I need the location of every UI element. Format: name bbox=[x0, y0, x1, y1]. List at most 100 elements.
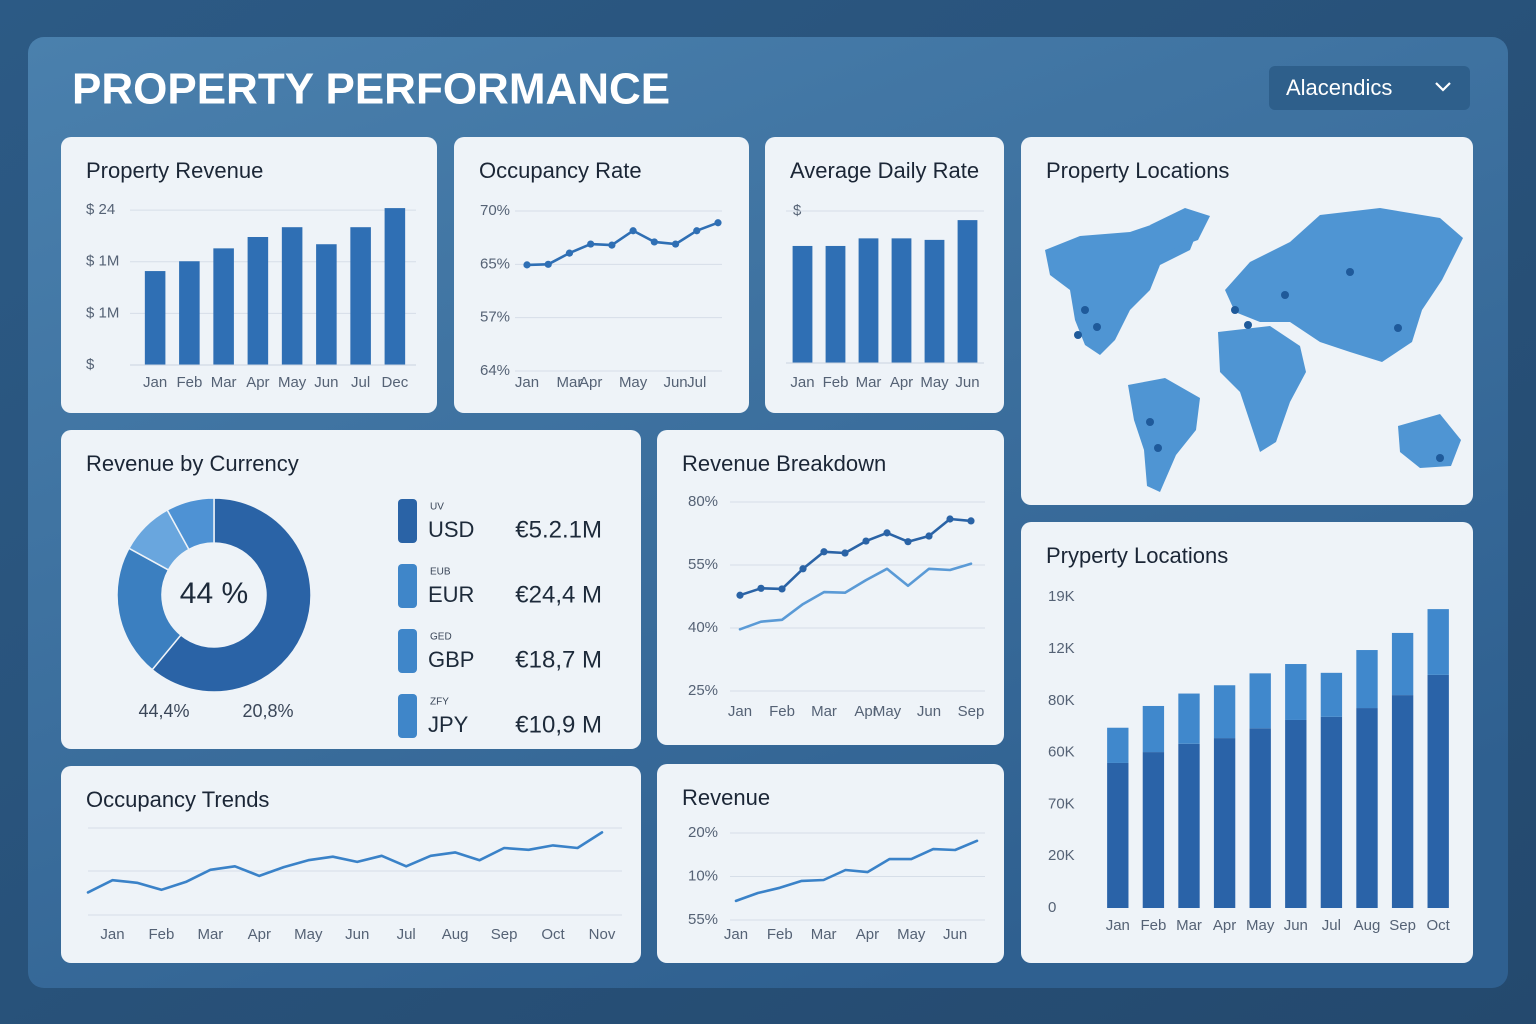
panel-title: Revenue Breakdown bbox=[682, 451, 886, 476]
x-tick-label: Mar bbox=[856, 374, 882, 391]
y-tick-label: 57% bbox=[480, 309, 510, 326]
map-land bbox=[1398, 414, 1461, 468]
line-point bbox=[967, 517, 975, 525]
x-tick-label: May bbox=[1246, 917, 1275, 934]
x-tick-label: Jul bbox=[1322, 917, 1341, 934]
y-tick-label: 55% bbox=[688, 556, 718, 573]
bar bbox=[957, 220, 978, 363]
x-tick-label: Mar bbox=[811, 926, 837, 943]
map-land bbox=[1128, 378, 1200, 492]
x-tick-label: Feb bbox=[176, 374, 202, 391]
dropdown[interactable]: Alacendics bbox=[1269, 66, 1470, 110]
y-tick-label: 70% bbox=[480, 202, 510, 219]
line-point bbox=[523, 261, 531, 269]
x-tick-label: Sep bbox=[1389, 917, 1416, 934]
line-point bbox=[544, 260, 552, 268]
line-point bbox=[608, 241, 616, 249]
map-location bbox=[1281, 291, 1289, 299]
legend-currency: EUR bbox=[428, 582, 474, 607]
x-tick-label: Jul bbox=[351, 374, 370, 391]
y-tick-label: $ 24 bbox=[86, 201, 115, 218]
x-tick-label: Sep bbox=[958, 703, 985, 720]
dropdown-label[interactable]: Alacendics bbox=[1286, 75, 1392, 100]
x-tick-label: Jan bbox=[1106, 917, 1130, 934]
bar-segment bbox=[1285, 664, 1307, 720]
x-tick-label: May bbox=[897, 926, 926, 943]
map-location bbox=[1244, 321, 1252, 329]
pie-slice bbox=[116, 547, 182, 671]
line-point bbox=[587, 240, 595, 248]
y-tick-label: 40% bbox=[688, 619, 718, 636]
x-tick-label: Apr bbox=[579, 374, 602, 391]
bar-segment bbox=[1107, 727, 1129, 763]
bar bbox=[384, 208, 406, 365]
bar bbox=[924, 239, 945, 363]
x-tick-label: May bbox=[619, 374, 648, 391]
dropdown-box[interactable] bbox=[1269, 66, 1470, 110]
y-tick-label: 25% bbox=[688, 682, 718, 699]
line-series bbox=[525, 221, 720, 267]
y-tick-label: 20K bbox=[1048, 847, 1075, 864]
x-tick-label: Aug bbox=[442, 926, 469, 943]
map-land bbox=[1225, 208, 1463, 362]
bar bbox=[825, 245, 846, 363]
map-land bbox=[1218, 326, 1306, 452]
bar-segment bbox=[1213, 685, 1236, 739]
bar-segment bbox=[1249, 673, 1271, 729]
dropdown-chevron[interactable] bbox=[1435, 82, 1451, 92]
pie-center-label: 44 % bbox=[180, 577, 248, 610]
x-tick-label: Oct bbox=[1427, 917, 1451, 934]
bar-segment bbox=[1391, 695, 1414, 908]
bar-segment bbox=[1356, 708, 1378, 908]
legend-amount: €5.2.1M bbox=[515, 516, 602, 543]
bar bbox=[858, 238, 879, 363]
x-tick-label: Apr bbox=[246, 374, 269, 391]
x-tick-label: May bbox=[920, 374, 949, 391]
x-tick-label: Jun bbox=[345, 926, 369, 943]
panel bbox=[657, 430, 1004, 745]
line-point bbox=[925, 532, 933, 540]
y-tick-label: 12K bbox=[1048, 640, 1075, 657]
panel-title: Average Daily Rate bbox=[790, 158, 979, 183]
y-tick-label: $ 1M bbox=[86, 304, 119, 321]
line-point bbox=[946, 515, 954, 523]
line-point bbox=[820, 548, 828, 556]
x-tick-label: Apr bbox=[248, 926, 271, 943]
line-point bbox=[671, 240, 680, 248]
bar-segment bbox=[1107, 762, 1129, 908]
page-title: PROPERTY PERFORMANCE bbox=[72, 65, 670, 114]
x-tick-label: Mar bbox=[811, 703, 837, 720]
y-tick-label: $ 1M bbox=[86, 253, 119, 270]
line-point bbox=[841, 549, 849, 557]
map-land bbox=[1045, 215, 1200, 355]
bar-segment bbox=[1213, 738, 1236, 908]
x-tick-label: Jan bbox=[100, 926, 124, 943]
map-location bbox=[1394, 324, 1402, 332]
bar bbox=[213, 248, 234, 365]
y-tick-label: 10% bbox=[688, 867, 718, 884]
x-tick-label: Jun bbox=[917, 703, 941, 720]
x-tick-label: May bbox=[873, 703, 902, 720]
x-tick-label: Jan bbox=[515, 374, 539, 391]
y-tick-label: 60K bbox=[1048, 744, 1075, 761]
legend-swatch bbox=[398, 499, 417, 543]
bar bbox=[792, 245, 813, 363]
x-tick-label: Apr bbox=[890, 374, 913, 391]
y-tick-label: 65% bbox=[480, 255, 510, 272]
x-tick-label: Jan bbox=[728, 703, 752, 720]
bar bbox=[891, 238, 912, 363]
bar-segment bbox=[1320, 716, 1343, 908]
legend-amount: €24,4 M bbox=[515, 581, 602, 608]
map-location bbox=[1346, 268, 1354, 276]
line-point bbox=[883, 529, 891, 537]
legend-code: UV bbox=[430, 502, 444, 513]
x-tick-label: Jan bbox=[790, 374, 814, 391]
x-tick-label: Oct bbox=[541, 926, 565, 943]
y-tick-label: 64% bbox=[480, 362, 510, 379]
x-tick-label: Feb bbox=[823, 374, 849, 391]
x-tick-label: Apr bbox=[854, 703, 877, 720]
bar-segment bbox=[1320, 672, 1343, 717]
line-series bbox=[738, 562, 973, 631]
